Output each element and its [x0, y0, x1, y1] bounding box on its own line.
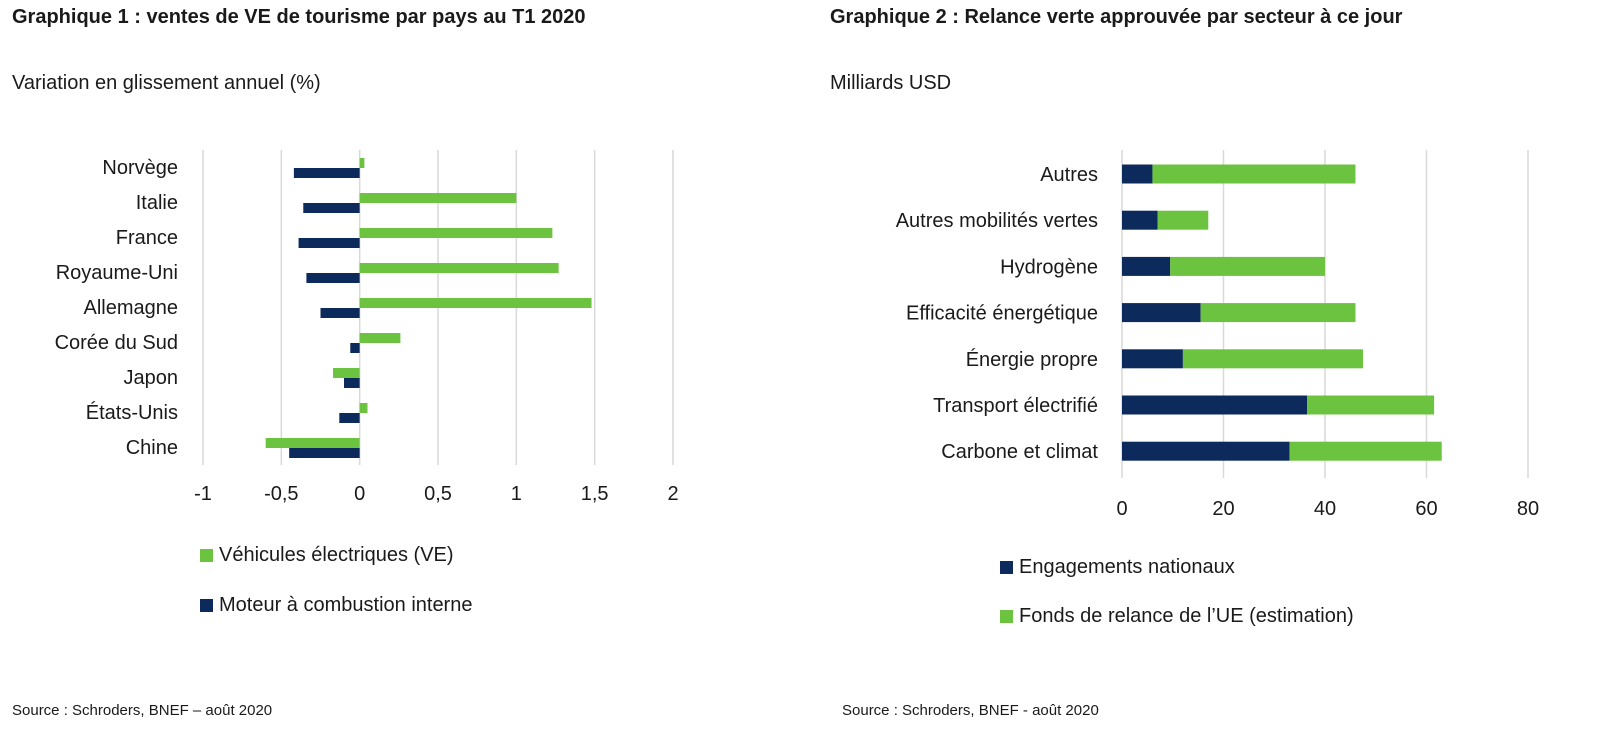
bar-ev — [359, 158, 365, 168]
x-tick-label: 2 — [667, 483, 678, 505]
chart-title: Graphique 2 : Relance verte approuvée pa… — [830, 6, 1403, 28]
chart-2-plot: 0 20 40 60 80 Autres Autres mobilités vertes Hy… — [896, 150, 1539, 520]
legend-swatch — [200, 549, 213, 562]
x-tick-label: 60 — [1415, 498, 1437, 520]
bar-ev — [359, 228, 553, 238]
y-tick-label: Corée du Sud — [55, 332, 178, 354]
bar-ice — [293, 168, 360, 178]
bar-national — [1122, 164, 1153, 184]
legend-label: Moteur à combustion interne — [219, 594, 473, 616]
chart-source: Source : Schroders, BNEF – août 2020 — [12, 702, 273, 719]
legend-swatch — [200, 599, 213, 612]
x-tick-label: 20 — [1212, 498, 1234, 520]
bar-ev — [265, 438, 360, 448]
chart-source: Source : Schroders, BNEF - août 2020 — [842, 702, 1099, 719]
bar-national — [1122, 256, 1171, 276]
bar-national — [1122, 303, 1201, 323]
y-tick-label: Hydrogène — [1000, 256, 1098, 278]
y-tick-label: Transport électrifié — [933, 395, 1098, 417]
chart-panel-2: Graphique 2 : Relance verte approuvée pa… — [830, 0, 1600, 735]
y-tick-label: Autres — [1040, 164, 1098, 186]
bar-national — [1122, 395, 1308, 415]
bar-eu — [1200, 303, 1356, 323]
bar-ice — [350, 343, 360, 353]
bar-eu — [1170, 256, 1325, 276]
bar-ice — [289, 448, 360, 458]
chart-subtitle: Variation en glissement annuel (%) — [12, 72, 321, 94]
legend-item-national: Engagements nationaux — [1000, 556, 1235, 579]
bar-eu — [1182, 349, 1364, 369]
y-tick-label: Chine — [126, 437, 178, 459]
x-tick-label: 0 — [1116, 498, 1127, 520]
x-tick-label: -0,5 — [264, 483, 298, 505]
y-tick-label: Japon — [124, 367, 179, 389]
legend-label: Véhicules électriques (VE) — [219, 544, 454, 566]
chart-panel-1: Graphique 1 : ventes de VE de tourisme p… — [12, 6, 679, 719]
x-tick-label: 0 — [354, 483, 365, 505]
legend-label: Fonds de relance de l’UE (estimation) — [1019, 605, 1354, 627]
bar-ice — [344, 378, 360, 388]
x-tick-label: 1,5 — [581, 483, 609, 505]
x-tick-label: -1 — [194, 483, 212, 505]
bar-eu — [1289, 441, 1442, 461]
y-tick-label: Efficacité énergétique — [906, 303, 1098, 325]
x-tick-label: 0,5 — [424, 483, 452, 505]
bar-eu — [1152, 164, 1356, 184]
bar-national — [1122, 441, 1290, 461]
y-tick-label: Italie — [136, 192, 178, 214]
legend-item-ice: Moteur à combustion interne — [200, 594, 472, 617]
bar-eu — [1157, 210, 1209, 230]
x-tick-label: 80 — [1517, 498, 1539, 520]
bar-ice — [306, 273, 360, 283]
bar-ice — [298, 238, 360, 248]
bar-ev — [333, 368, 360, 378]
y-tick-label: France — [116, 227, 178, 249]
legend-label: Engagements nationaux — [1019, 556, 1235, 578]
bar-ice — [303, 203, 360, 213]
legend-swatch — [1000, 610, 1013, 623]
y-tick-label: Norvège — [102, 157, 178, 179]
bar-ice — [320, 308, 360, 318]
bar-ev — [359, 193, 517, 203]
bar-ev — [359, 298, 592, 308]
y-tick-label: Royaume-Uni — [56, 262, 178, 284]
legend-item-ev: Véhicules électriques (VE) — [200, 544, 454, 567]
y-tick-label: Énergie propre — [966, 348, 1098, 371]
legend-swatch — [1000, 561, 1013, 574]
chart-title: Graphique 1 : ventes de VE de tourisme p… — [12, 6, 586, 28]
x-tick-label: 1 — [511, 483, 522, 505]
bar-national — [1122, 210, 1158, 230]
chart-1-plot: -1 -0,5 0 0,5 1 1,5 2 Norvège Italie France Royaum… — [55, 150, 679, 505]
y-tick-label: Allemagne — [83, 297, 178, 319]
chart-subtitle: Milliards USD — [830, 72, 952, 94]
bar-ice — [339, 413, 360, 423]
y-tick-label: Autres mobilités vertes — [896, 210, 1098, 232]
bar-eu — [1307, 395, 1435, 415]
legend-item-eu: Fonds de relance de l’UE (estimation) — [1000, 605, 1354, 628]
x-tick-label: 40 — [1314, 498, 1336, 520]
bar-ev — [359, 333, 401, 343]
bar-ev — [359, 263, 559, 273]
bar-national — [1122, 349, 1183, 369]
y-tick-label: Carbone et climat — [941, 441, 1098, 463]
y-tick-label: États-Unis — [86, 401, 178, 424]
bar-ev — [359, 403, 368, 413]
